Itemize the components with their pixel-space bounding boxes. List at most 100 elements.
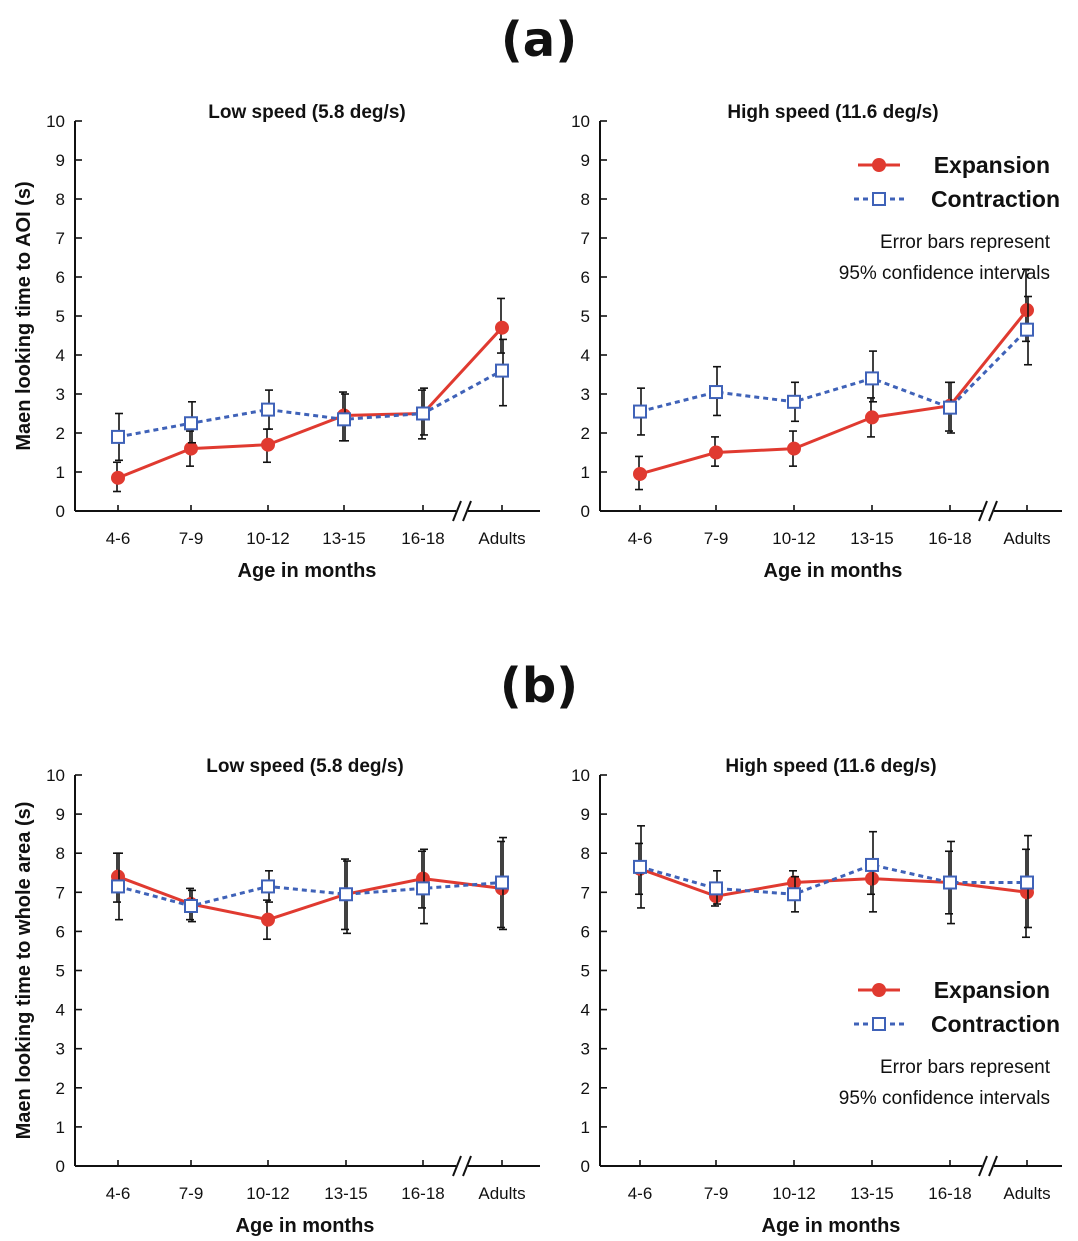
data-point — [339, 887, 353, 902]
x-tick-label: 10-12 — [246, 1184, 289, 1203]
y-tick-label: 4 — [581, 1001, 590, 1020]
legend-label-expansion: Expansion — [934, 152, 1050, 178]
series-contraction — [633, 295, 1034, 436]
x-axis-break-mark — [462, 500, 472, 522]
y-tick-label: 10 — [571, 766, 590, 785]
data-point — [709, 385, 723, 400]
y-tick-label: 5 — [56, 962, 65, 981]
x-tick-label: 13-15 — [850, 529, 893, 548]
legend-note: 95% confidence intervals — [839, 1088, 1050, 1109]
x-axis-title: Age in months — [762, 1215, 901, 1237]
x-tick-label: 13-15 — [324, 1184, 367, 1203]
y-tick-label: 6 — [581, 268, 590, 287]
data-point — [1020, 303, 1034, 318]
series-line — [639, 867, 1028, 898]
chart-title: High speed (11.6 deg/s) — [725, 756, 936, 777]
chart-1: Low speed (5.8 deg/s) 0 1 2 3 4 5 6 7 8 9 10 4-6 7-9 1… — [13, 102, 540, 582]
y-tick-label: 3 — [581, 385, 590, 404]
y-tick-label: 5 — [56, 307, 65, 326]
y-tick-label: 0 — [56, 1157, 65, 1176]
data-point — [184, 416, 198, 431]
y-tick-label: 4 — [56, 1001, 65, 1020]
data-point — [943, 400, 957, 415]
y-tick-label: 1 — [581, 1118, 590, 1137]
data-point — [633, 466, 647, 481]
x-tick-label: 16-18 — [401, 1184, 444, 1203]
y-tick-label: 8 — [581, 844, 590, 863]
series-line — [639, 863, 1027, 896]
legend-note: Error bars represent — [880, 1057, 1051, 1078]
y-tick-label: 3 — [581, 1040, 590, 1059]
y-tick-label: 5 — [581, 962, 590, 981]
data-point — [633, 859, 647, 874]
legend-marker-contraction — [872, 1017, 886, 1031]
x-tick-label: 4-6 — [628, 529, 653, 548]
x-axis-break-mark — [452, 500, 462, 522]
y-tick-label: 9 — [56, 805, 65, 824]
y-tick-label: 2 — [581, 1079, 590, 1098]
y-tick-label: 9 — [581, 805, 590, 824]
x-tick-label: 10-12 — [772, 1184, 815, 1203]
legend: Expansion Contraction Error bars represent… — [839, 152, 1060, 284]
data-point — [943, 875, 957, 890]
y-tick-label: 10 — [46, 112, 65, 131]
x-axis-break-mark — [988, 500, 998, 522]
data-point — [633, 404, 647, 419]
series-line — [117, 881, 503, 908]
data-point — [416, 406, 430, 421]
y-tick-label: 10 — [46, 766, 65, 785]
data-point — [416, 881, 430, 896]
data-point — [1020, 875, 1034, 890]
y-tick-label: 7 — [56, 883, 65, 902]
legend-label-expansion: Expansion — [934, 977, 1050, 1003]
y-tick-label: 3 — [56, 385, 65, 404]
x-tick-label: 16-18 — [928, 1184, 971, 1203]
series-expansion — [111, 840, 509, 941]
chart-4: High speed (11.6 deg/s) 0 1 2 3 4 5 6 7 8 9 10 4-6 7-… — [571, 756, 1062, 1237]
x-tick-label: 10-12 — [772, 529, 815, 548]
y-tick-label: 8 — [56, 190, 65, 209]
data-point — [787, 441, 801, 456]
y-tick-label: 6 — [56, 922, 65, 941]
x-tick-label: 7-9 — [179, 1184, 204, 1203]
x-tick-label: 13-15 — [850, 1184, 893, 1203]
x-axis-title: Age in months — [764, 560, 903, 582]
data-point — [261, 402, 275, 417]
y-tick-label: 9 — [581, 151, 590, 170]
data-point — [787, 394, 801, 409]
y-tick-label: 8 — [56, 844, 65, 863]
y-tick-label: 0 — [56, 502, 65, 521]
x-tick-label: 4-6 — [628, 1184, 653, 1203]
series-contraction — [111, 338, 509, 462]
data-point — [337, 412, 351, 427]
data-point — [865, 371, 879, 386]
x-tick-label: 10-12 — [246, 529, 289, 548]
series-expansion — [633, 842, 1034, 939]
series-expansion — [111, 297, 509, 493]
y-tick-label: 7 — [581, 229, 590, 248]
chart-2: High speed (11.6 deg/s) 0 1 2 3 4 5 6 7 8 9 10 4-6 7-… — [571, 102, 1062, 582]
legend: Expansion Contraction Error bars represent… — [839, 977, 1060, 1109]
y-tick-label: 2 — [581, 424, 590, 443]
data-point — [495, 875, 509, 890]
x-tick-label: 7-9 — [179, 529, 204, 548]
data-point — [495, 320, 509, 335]
y-tick-label: 0 — [581, 1157, 590, 1176]
y-tick-label: 9 — [56, 151, 65, 170]
x-tick-label: 16-18 — [401, 529, 444, 548]
x-tick-label: 16-18 — [928, 529, 971, 548]
x-tick-label: 4-6 — [106, 1184, 131, 1203]
chart-title: Low speed (5.8 deg/s) — [208, 102, 405, 123]
x-axis-break-mark — [452, 1155, 462, 1177]
series-contraction — [111, 836, 509, 935]
data-point — [111, 879, 125, 894]
y-tick-label: 3 — [56, 1040, 65, 1059]
data-point — [1020, 322, 1034, 337]
legend-label-contraction: Contraction — [931, 1011, 1060, 1037]
x-axis-break-mark — [462, 1155, 472, 1177]
data-point — [865, 857, 879, 872]
y-tick-label: 2 — [56, 424, 65, 443]
series-line — [639, 309, 1029, 476]
y-tick-label: 1 — [56, 1118, 65, 1137]
